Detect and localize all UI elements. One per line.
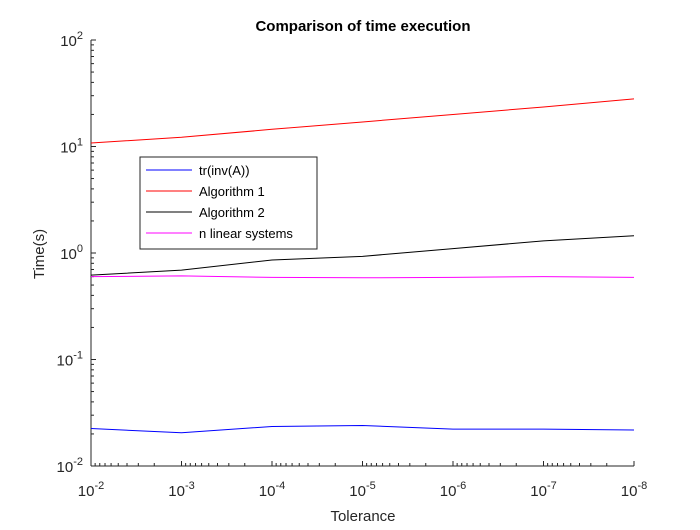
x-axis-label: Tolerance [330,508,395,525]
legend-label: Algorithm 2 [199,205,265,220]
legend-label: tr(inv(A)) [199,163,250,178]
chart-title: Comparison of time execution [255,18,470,35]
x-tick-label: 10-8 [621,480,647,500]
y-axis: 10-2 10-1 100 101 102 [57,30,96,476]
legend-box [139,156,318,250]
y-tick-label: 10-2 [57,456,83,476]
series-line-4 [90,275,635,279]
series-layer [90,98,635,434]
x-axis: 10-2 10-3 10-4 10-5 10-6 10-7 10-8 [78,461,647,500]
x-tick-label: 10-7 [530,480,556,500]
y-tick-label: 100 [60,243,83,263]
legend-label: n linear systems [199,226,293,241]
x-tick-label: 10-2 [78,480,104,500]
axes-frame [90,40,634,467]
x-tick-label: 10-6 [440,480,466,500]
x-tick-label: 10-5 [349,480,375,500]
y-axis-label: Time(s) [31,229,48,279]
series-line-2 [90,98,635,144]
x-tick-label: 10-3 [168,480,194,500]
series-line-3 [90,235,635,276]
legend: tr(inv(A)) Algorithm 1 Algorithm 2 n linear… [139,156,318,250]
x-tick-label: 10-4 [259,480,285,500]
y-tick-label: 101 [60,137,83,157]
y-tick-label: 102 [60,30,83,50]
y-tick-label: 10-1 [57,350,83,370]
series-line-1 [90,425,635,434]
legend-label: Algorithm 1 [199,184,265,199]
